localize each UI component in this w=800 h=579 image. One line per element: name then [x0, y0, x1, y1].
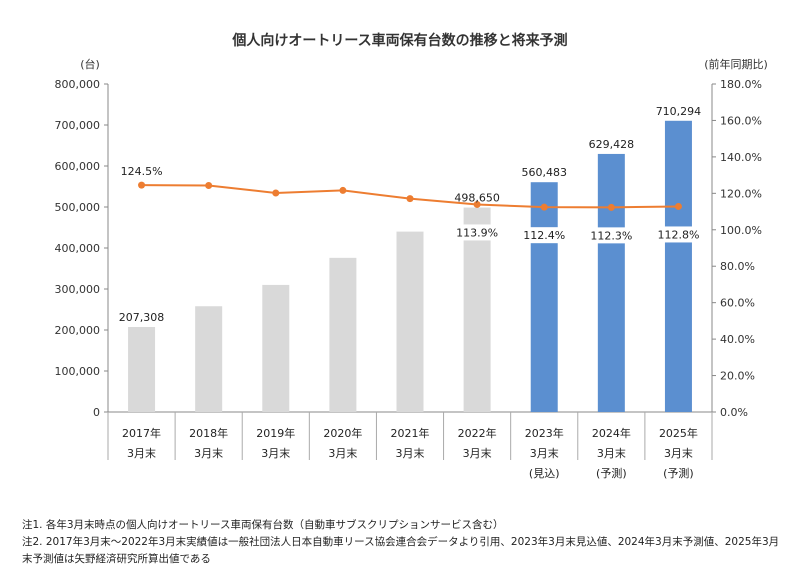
- category-label: 2025年: [659, 426, 698, 440]
- bar-series: [128, 120, 692, 413]
- bar-value-label: 207,308: [119, 311, 165, 324]
- right-tick-label: 80.0%: [720, 260, 755, 273]
- left-tick-label: 400,000: [55, 242, 101, 255]
- right-tick-label: 140.0%: [720, 151, 762, 164]
- right-tick-label: 60.0%: [720, 297, 755, 310]
- category-label: 2022年: [458, 426, 497, 440]
- left-axis-unit: (台): [80, 57, 100, 71]
- category-label: (見込): [529, 467, 560, 480]
- category-label: 3月末: [463, 446, 492, 460]
- category-label: 3月末: [597, 446, 626, 460]
- bar: [262, 284, 290, 412]
- right-tick-label: 0.0%: [720, 406, 748, 419]
- left-tick-label: 200,000: [55, 324, 101, 337]
- bar: [396, 231, 424, 412]
- left-tick-label: 600,000: [55, 160, 101, 173]
- line-point: [205, 181, 213, 189]
- note-1: 注1. 各年3月末時点の個人向けオートリース車両保有台数（自動車サブスクリプショ…: [22, 519, 504, 531]
- category-label: 3月末: [328, 446, 357, 460]
- chart-axes: 0 100,000 200,000 300,000 400,000 500,000 600,…: [55, 57, 768, 480]
- line-value-label: 124.5%: [121, 165, 163, 178]
- line-point: [540, 203, 548, 211]
- line-point: [406, 195, 414, 203]
- left-tick-label: 0: [93, 406, 100, 419]
- category-label: 3月末: [530, 446, 559, 460]
- category-label: 2018年: [189, 426, 228, 440]
- bar: [128, 327, 156, 412]
- line-point: [138, 181, 146, 189]
- category-label: (予測): [663, 466, 694, 480]
- line-value-label: 112.3%: [590, 229, 632, 242]
- category-label: 2024年: [592, 426, 631, 440]
- chart-title: 個人向けオートリース車両保有台数の推移と将来予測: [232, 33, 568, 49]
- left-tick-label: 300,000: [55, 283, 101, 296]
- bar: [664, 120, 692, 413]
- line-point: [607, 203, 615, 211]
- line-label-bg: [520, 227, 568, 244]
- category-label: (予測): [596, 466, 627, 480]
- bar: [329, 257, 357, 412]
- line-label-bg: [655, 226, 702, 243]
- category-label: 2019年: [256, 426, 295, 440]
- right-tick-label: 120.0%: [720, 187, 762, 200]
- right-tick-label: 100.0%: [720, 224, 762, 237]
- category-label: 2023年: [525, 426, 564, 440]
- category-label: 3月末: [396, 446, 425, 460]
- line-label-bg: [587, 227, 635, 244]
- bar-value-label: 560,483: [521, 166, 567, 179]
- line-point: [473, 200, 481, 208]
- left-tick-label: 800,000: [55, 78, 101, 91]
- bar: [195, 306, 223, 412]
- bar: [597, 153, 625, 413]
- right-tick-label: 20.0%: [720, 370, 755, 383]
- note-2: 注2. 2017年3月末～2022年3月末実績値は一般社団法人日本自動車リース協…: [22, 536, 780, 565]
- line-point: [674, 202, 682, 210]
- right-tick-label: 40.0%: [720, 333, 755, 346]
- line-series: [138, 181, 682, 211]
- category-label: 3月末: [261, 446, 290, 460]
- left-tick-label: 100,000: [55, 365, 101, 378]
- bar: [530, 182, 558, 412]
- right-tick-label: 180.0%: [720, 78, 762, 91]
- line-point: [272, 189, 280, 197]
- line-point: [339, 186, 347, 194]
- line-value-label: 112.8%: [657, 228, 699, 241]
- right-tick-label: 160.0%: [720, 114, 762, 127]
- category-label: 3月末: [664, 446, 693, 460]
- category-label: 2017年: [122, 426, 161, 440]
- line-value-label: 112.4%: [523, 229, 565, 242]
- category-label: 3月末: [127, 446, 156, 460]
- bar: [463, 207, 491, 412]
- right-axis-unit: (前年同期比): [704, 57, 768, 71]
- bar-value-label: 710,294: [656, 105, 702, 118]
- left-tick-label: 500,000: [55, 201, 101, 214]
- line-label-bg: [453, 224, 501, 241]
- category-label: 3月末: [194, 446, 223, 460]
- line-value-label: 113.9%: [456, 226, 498, 239]
- category-label: 2021年: [391, 426, 430, 440]
- bar-value-label: 629,428: [589, 138, 635, 151]
- bar-value-label: 498,650: [454, 192, 500, 205]
- left-tick-label: 700,000: [55, 119, 101, 132]
- category-label: 2020年: [323, 426, 362, 440]
- data-labels: 207,308 498,650 560,483 629,428 710,294 124.5…: [119, 105, 702, 324]
